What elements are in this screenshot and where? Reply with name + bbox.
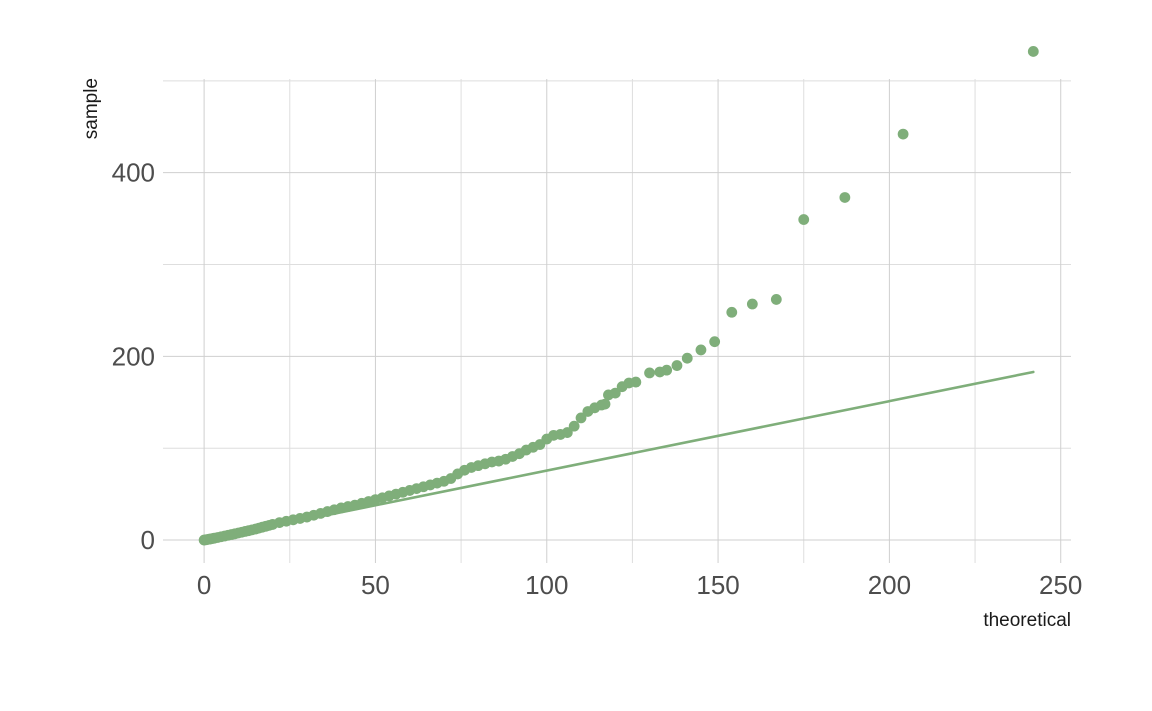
- data-point: [726, 306, 738, 318]
- x-axis-ticks: 0 50 100 150 200 250: [197, 570, 1083, 600]
- x-tick-label: 0: [197, 570, 211, 600]
- data-point: [695, 344, 707, 356]
- data-point: [609, 387, 621, 399]
- y-tick-label: 400: [112, 158, 155, 188]
- data-point: [897, 128, 909, 140]
- data-point: [798, 214, 810, 225]
- x-tick-label: 100: [525, 570, 568, 600]
- data-point: [681, 352, 693, 364]
- y-axis-ticks: 0 200 400: [112, 158, 155, 555]
- y-tick-label: 0: [141, 525, 155, 555]
- x-tick-label: 150: [696, 570, 739, 600]
- x-tick-label: 200: [868, 570, 911, 600]
- data-point: [661, 364, 673, 376]
- x-axis-title: theoretical: [983, 610, 1071, 631]
- data-point: [671, 360, 683, 371]
- data-point: [839, 192, 851, 203]
- data-point: [709, 336, 721, 348]
- data-point: [561, 427, 573, 438]
- data-point: [770, 294, 782, 305]
- data-point: [746, 298, 758, 310]
- data-point: [644, 367, 655, 379]
- grid-lines: [163, 79, 1071, 563]
- data-points: [198, 46, 1039, 546]
- data-point: [568, 420, 580, 432]
- y-axis-title: sample: [81, 78, 102, 139]
- data-point: [599, 398, 611, 410]
- data-point: [1027, 46, 1039, 57]
- x-tick-label: 250: [1039, 570, 1082, 600]
- data-point: [630, 376, 642, 388]
- x-tick-label: 50: [361, 570, 390, 600]
- data-point: [575, 412, 587, 424]
- y-tick-label: 200: [112, 341, 155, 371]
